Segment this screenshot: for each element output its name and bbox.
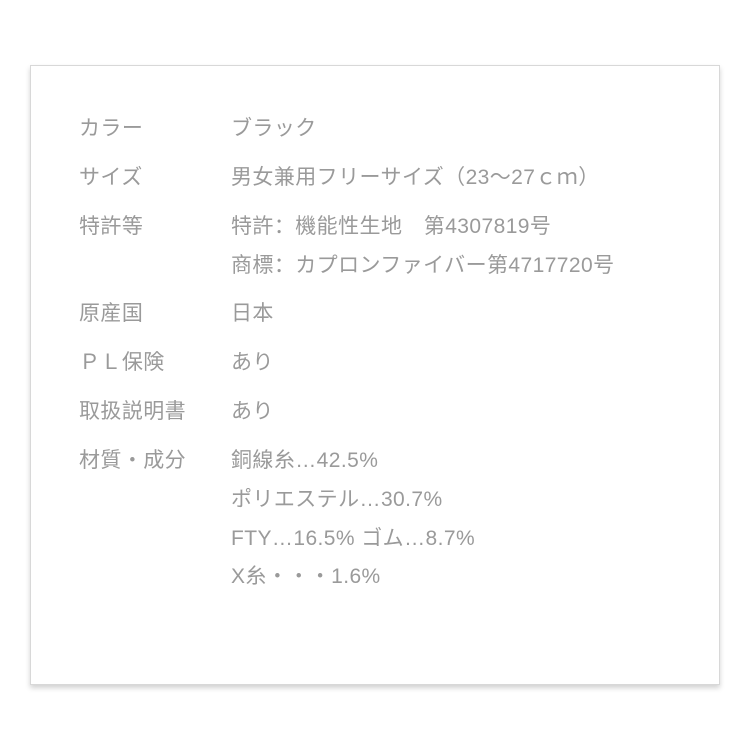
value-line: 日本 — [231, 295, 274, 334]
value-size: 男女兼用フリーサイズ（23〜27ｃｍ） — [231, 159, 600, 198]
value-line: あり — [231, 344, 274, 383]
row-color: カラー ブラック — [79, 110, 683, 149]
value-pl-insurance: あり — [231, 344, 274, 383]
row-manual: 取扱説明書 あり — [79, 393, 683, 432]
value-line: 商標：カプロンファイバー第4717720号 — [231, 247, 615, 286]
row-origin: 原産国 日本 — [79, 295, 683, 334]
row-material: 材質・成分 銅線糸…42.5% ポリエステル…30.7% FTY…16.5% ゴ… — [79, 442, 683, 597]
value-line: FTY…16.5% ゴム…8.7% — [231, 520, 475, 559]
spec-card: カラー ブラック サイズ 男女兼用フリーサイズ（23〜27ｃｍ） 特許等 特許：… — [30, 65, 720, 685]
label-material: 材質・成分 — [79, 442, 231, 481]
row-size: サイズ 男女兼用フリーサイズ（23〜27ｃｍ） — [79, 159, 683, 198]
value-origin: 日本 — [231, 295, 274, 334]
label-size: サイズ — [79, 159, 231, 198]
label-manual: 取扱説明書 — [79, 393, 231, 432]
label-origin: 原産国 — [79, 295, 231, 334]
value-line: X糸・・・1.6% — [231, 558, 475, 597]
value-patent: 特許：機能性生地 第4307819号 商標：カプロンファイバー第4717720号 — [231, 208, 615, 286]
value-manual: あり — [231, 393, 274, 432]
value-line: 特許：機能性生地 第4307819号 — [231, 208, 615, 247]
value-color: ブラック — [231, 110, 317, 149]
label-color: カラー — [79, 110, 231, 149]
label-pl-insurance: ＰＬ保険 — [79, 344, 231, 383]
label-patent: 特許等 — [79, 208, 231, 247]
row-patent: 特許等 特許：機能性生地 第4307819号 商標：カプロンファイバー第4717… — [79, 208, 683, 286]
value-line: ポリエステル…30.7% — [231, 481, 475, 520]
value-material: 銅線糸…42.5% ポリエステル…30.7% FTY…16.5% ゴム…8.7%… — [231, 442, 475, 597]
row-pl-insurance: ＰＬ保険 あり — [79, 344, 683, 383]
value-line: あり — [231, 393, 274, 432]
value-line: ブラック — [231, 110, 317, 149]
value-line: 銅線糸…42.5% — [231, 442, 475, 481]
value-line: 男女兼用フリーサイズ（23〜27ｃｍ） — [231, 159, 600, 198]
